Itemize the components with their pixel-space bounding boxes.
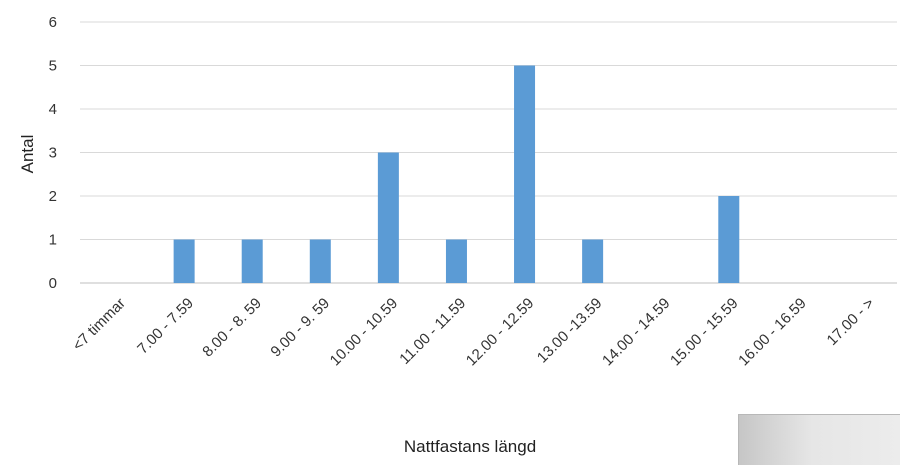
y-tick-label: 1 xyxy=(49,232,57,249)
x-tick-label: 13.00 -13.59 xyxy=(534,295,606,367)
y-tick-label: 2 xyxy=(49,188,57,205)
y-tick-label: 5 xyxy=(49,58,57,75)
y-tick-label: 3 xyxy=(49,145,57,162)
x-tick-label: 15.00 - 15.59 xyxy=(667,295,742,370)
bar xyxy=(718,196,740,283)
x-tick-label: 11.00 - 11.59 xyxy=(396,295,469,368)
x-axis-title: Nattfastans längd xyxy=(404,437,536,456)
y-tick-labels: 0 1 2 3 4 5 6 xyxy=(49,14,57,292)
x-tick-labels: <7 timmar 7.00 - 7.59 8.00 - 8. 59 9.00 - 9… xyxy=(69,295,878,370)
y-axis-title: Antal xyxy=(18,135,37,174)
bars xyxy=(173,65,740,283)
bar xyxy=(377,152,399,283)
y-tick-label: 0 xyxy=(49,275,57,292)
bar xyxy=(514,65,536,283)
gridlines xyxy=(80,21,897,284)
x-tick-label: 7.00 - 7.59 xyxy=(134,295,197,358)
corner-box xyxy=(738,414,900,465)
x-tick-label: 8.00 - 8. 59 xyxy=(199,295,265,361)
bar xyxy=(241,239,263,283)
x-tick-label: 17.00 - > xyxy=(824,295,878,349)
x-tick-label: 16.00 - 16.59 xyxy=(735,295,810,370)
bar xyxy=(582,239,604,283)
bar xyxy=(173,239,195,283)
y-tick-label: 6 xyxy=(49,14,57,31)
x-tick-label: 12.00 - 12.59 xyxy=(463,295,538,370)
bar xyxy=(309,239,331,283)
x-tick-label: 14.00 - 14.59 xyxy=(599,295,674,370)
x-tick-label: <7 timmar xyxy=(69,295,128,354)
x-tick-label: 10.00 - 10.59 xyxy=(327,295,402,370)
x-tick-label: 9.00 - 9. 59 xyxy=(267,295,333,361)
y-tick-label: 4 xyxy=(49,101,57,118)
bar xyxy=(445,239,467,283)
